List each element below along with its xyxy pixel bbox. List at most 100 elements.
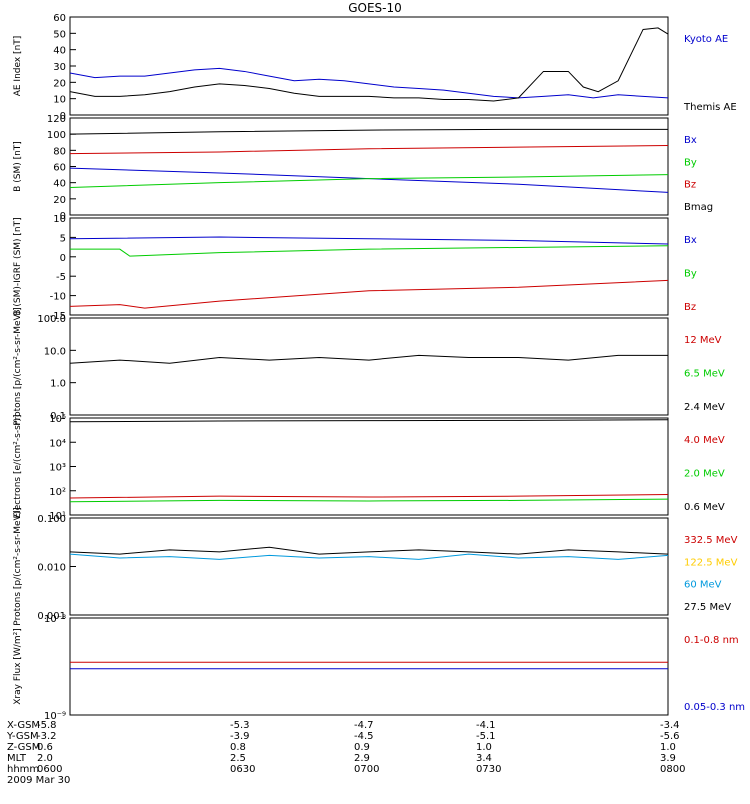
footer-value: -5.3 <box>230 720 250 731</box>
tick-label: 10 <box>53 214 66 225</box>
tick-label: 10⁵ <box>49 414 66 425</box>
tick-label: 80 <box>53 146 66 157</box>
tick-label: 10⁴ <box>49 438 66 449</box>
legend-entry: 4.0 MeV <box>684 435 725 446</box>
footer-row-label: Z-GSM <box>7 742 40 753</box>
tick-label: 5 <box>60 233 66 244</box>
legend-entry: Bmag <box>684 202 713 213</box>
legend-entry: 2.4 MeV <box>684 402 725 413</box>
panel-ylabel: B (SM) [nT] <box>13 141 23 192</box>
footer-value: 0700 <box>354 764 379 775</box>
tick-label: 0 <box>60 211 66 222</box>
series-line <box>69 167 669 193</box>
footer-value: -4.7 <box>354 720 374 731</box>
legend-entry: 332.5 MeV <box>684 535 738 546</box>
tick-label: 10 <box>53 95 66 106</box>
series-line <box>69 27 669 102</box>
series-line <box>69 236 669 245</box>
tick-label: 10.0 <box>44 346 66 357</box>
footer-value: -5.8 <box>37 720 57 731</box>
series-line <box>69 354 668 364</box>
tick-label: 120 <box>47 114 66 125</box>
tick-label: 0 <box>60 253 66 264</box>
tick-label: -5 <box>56 272 66 283</box>
legend-entry: 27.5 MeV <box>684 602 731 613</box>
legend-entry: Bz <box>684 180 696 191</box>
tick-label: 40 <box>53 179 66 190</box>
series-line <box>69 279 669 309</box>
legend-entry: Themis AE <box>683 102 737 113</box>
footer-value: -3.4 <box>660 720 680 731</box>
panel-ylabel: Xray Flux [W/m²] <box>13 628 23 704</box>
panel-frame <box>69 517 669 616</box>
footer-value: 0.6 <box>37 742 53 753</box>
tick-label: -10 <box>50 292 66 303</box>
footer-value: 2.9 <box>354 753 370 764</box>
footer-value: -3.9 <box>230 731 250 742</box>
tick-label: 0.1 <box>50 411 66 422</box>
panel-ylabel: AE Index [nT] <box>13 36 23 97</box>
tick-label: 50 <box>53 29 66 40</box>
panel-ylabel: B (SM)-IGRF (SM) [nT] <box>13 217 23 315</box>
tick-label: 0 <box>60 111 66 122</box>
tick-label: 20 <box>53 195 66 206</box>
panel-frame <box>69 16 669 116</box>
tick-label: 10⁻⁸ <box>44 614 66 625</box>
tick-label: 10³ <box>49 463 66 474</box>
series-line <box>69 498 669 503</box>
legend-entry: 2.0 MeV <box>684 469 725 480</box>
panel-ylabel: Protons [p/(cm²-s-sr-MeV)] <box>13 307 23 425</box>
tick-label: 40 <box>53 46 66 57</box>
series-line <box>69 67 669 99</box>
tick-label: 0.001 <box>37 611 66 622</box>
footer-value: 0630 <box>230 764 255 775</box>
legend-entry: Kyoto AE <box>684 34 728 45</box>
tick-label: 0.010 <box>37 563 66 574</box>
footer-value: 2.0 <box>37 753 53 764</box>
footer-value: 0600 <box>37 764 62 775</box>
tick-label: 20 <box>53 78 66 89</box>
tick-label: 60 <box>53 163 66 174</box>
legend-entry: 0.1-0.8 nm <box>684 635 739 646</box>
legend-entry: 60 MeV <box>684 580 722 591</box>
tick-label: 1.0 <box>50 379 66 390</box>
legend-entry: Bx <box>684 135 697 146</box>
series-line <box>69 553 669 560</box>
panel-frame <box>69 217 669 316</box>
footer-value: 0800 <box>660 764 685 775</box>
series-line <box>69 128 668 135</box>
footer-value: 2.5 <box>230 753 246 764</box>
panel-frame <box>69 617 669 716</box>
footer-value: -4.1 <box>476 720 496 731</box>
series-line <box>69 419 669 423</box>
footer-value: 1.0 <box>476 742 492 753</box>
footer-value: -3.2 <box>37 731 57 742</box>
tick-label: 10⁻⁹ <box>44 711 66 722</box>
series-line <box>69 174 669 189</box>
footer-row-label: hhmm <box>7 764 39 775</box>
tick-label: 0.100 <box>37 514 66 525</box>
legend-entry: 0.05-0.3 nm <box>684 702 745 713</box>
tick-label: 10¹ <box>49 511 66 522</box>
legend-entry: 12 MeV <box>684 335 722 346</box>
footer-row-label: 2009 Mar 30 <box>7 775 70 786</box>
footer-value: -5.6 <box>660 731 680 742</box>
tick-label: 10² <box>49 487 66 498</box>
legend-entry: Bz <box>684 302 696 313</box>
footer-value: 0730 <box>476 764 501 775</box>
tick-label: 100.0 <box>37 314 66 325</box>
legend-entry: By <box>684 269 697 280</box>
tick-label: 60 <box>53 13 66 24</box>
footer-value: -4.5 <box>354 731 374 742</box>
footer-value: 3.4 <box>476 753 492 764</box>
footer-value: -5.1 <box>476 731 496 742</box>
footer-row-label: X-GSM <box>7 720 40 731</box>
footer-value: 3.9 <box>660 753 676 764</box>
footer-value: 0.8 <box>230 742 246 753</box>
legend-entry: 0.6 MeV <box>684 502 725 513</box>
footer-row-label: Y-GSM <box>6 731 39 742</box>
legend-entry: Bx <box>684 235 697 246</box>
tick-label: 100 <box>47 130 66 141</box>
